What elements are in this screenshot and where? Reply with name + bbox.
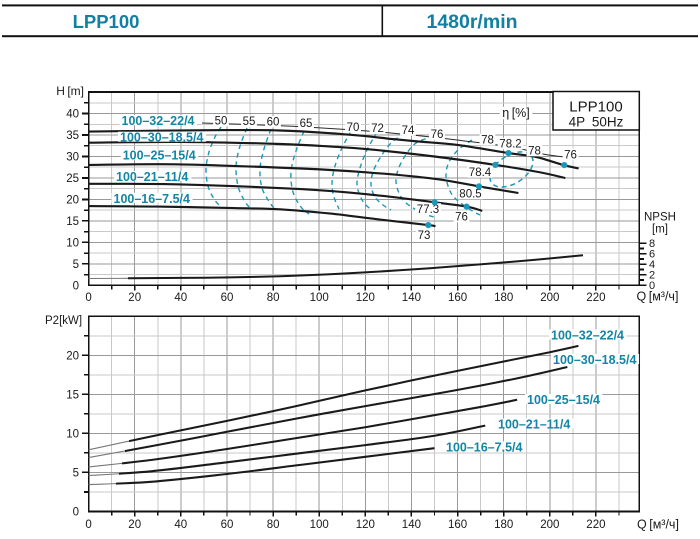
svg-text:70: 70 <box>347 122 360 134</box>
svg-text:0: 0 <box>73 507 79 519</box>
svg-text:0: 0 <box>85 292 91 304</box>
svg-text:1480r/min: 1480r/min <box>426 11 517 33</box>
svg-text:40: 40 <box>174 292 187 304</box>
svg-text:60: 60 <box>221 292 234 304</box>
svg-text:5: 5 <box>73 467 79 479</box>
svg-text:220: 220 <box>586 519 605 531</box>
svg-text:120: 120 <box>356 519 375 531</box>
svg-text:160: 160 <box>448 519 467 531</box>
svg-text:8: 8 <box>649 238 655 250</box>
svg-text:η [%]: η [%] <box>502 106 530 120</box>
svg-text:100–30–18.5/4: 100–30–18.5/4 <box>553 353 636 367</box>
svg-text:76: 76 <box>431 129 444 141</box>
svg-text:100–16–7.5/4: 100–16–7.5/4 <box>446 441 523 455</box>
svg-text:120: 120 <box>356 292 375 304</box>
svg-text:65: 65 <box>300 118 313 130</box>
svg-text:LPP100: LPP100 <box>73 11 140 32</box>
svg-text:H [m]: H [m] <box>56 84 84 98</box>
svg-text:140: 140 <box>402 292 421 304</box>
svg-text:2: 2 <box>649 270 655 282</box>
svg-text:100–32–22/4: 100–32–22/4 <box>122 114 195 128</box>
svg-text:100–30–18.5/4: 100–30–18.5/4 <box>120 131 203 145</box>
svg-text:4P 50Hz: 4P 50Hz <box>569 115 624 130</box>
svg-text:20: 20 <box>66 195 79 207</box>
svg-text:220: 220 <box>586 292 605 304</box>
svg-text:100: 100 <box>310 519 329 531</box>
svg-text:35: 35 <box>66 130 79 142</box>
svg-text:78: 78 <box>481 134 494 146</box>
svg-text:78.4: 78.4 <box>469 167 492 179</box>
svg-text:55: 55 <box>243 116 256 128</box>
svg-text:20: 20 <box>128 292 141 304</box>
svg-text:76: 76 <box>455 211 468 223</box>
svg-text:100–16–7.5/4: 100–16–7.5/4 <box>114 192 191 206</box>
svg-text:Q [м³/ч]: Q [м³/ч] <box>637 290 679 304</box>
svg-text:180: 180 <box>494 292 513 304</box>
svg-text:0: 0 <box>85 519 91 531</box>
svg-text:0: 0 <box>649 280 655 292</box>
svg-text:80.5: 80.5 <box>459 188 481 200</box>
svg-text:15: 15 <box>66 216 79 228</box>
svg-text:5: 5 <box>73 259 79 271</box>
svg-text:180: 180 <box>494 519 513 531</box>
svg-text:[m]: [m] <box>652 224 668 236</box>
svg-text:200: 200 <box>540 292 559 304</box>
svg-text:LPP100: LPP100 <box>569 99 622 116</box>
svg-text:60: 60 <box>221 519 234 531</box>
svg-text:100: 100 <box>310 292 329 304</box>
svg-text:10: 10 <box>66 428 79 440</box>
svg-text:100–21–11/4: 100–21–11/4 <box>498 418 570 432</box>
svg-text:76: 76 <box>564 149 577 161</box>
svg-text:30: 30 <box>66 152 79 164</box>
svg-text:40: 40 <box>174 519 187 531</box>
svg-text:72: 72 <box>371 123 384 135</box>
svg-text:P2[kW]: P2[kW] <box>45 315 82 327</box>
svg-text:74: 74 <box>402 125 415 137</box>
svg-text:77.3: 77.3 <box>417 204 439 216</box>
svg-text:40: 40 <box>66 109 79 121</box>
svg-text:100–25–15/4: 100–25–15/4 <box>123 149 196 163</box>
svg-text:20: 20 <box>128 519 141 531</box>
svg-text:50: 50 <box>215 115 228 127</box>
svg-text:6: 6 <box>649 249 655 261</box>
svg-text:25: 25 <box>66 173 79 185</box>
svg-text:78: 78 <box>528 145 541 157</box>
svg-text:78.2: 78.2 <box>499 138 521 150</box>
svg-text:Q [м³/ч]: Q [м³/ч] <box>637 518 679 532</box>
svg-text:10: 10 <box>66 237 79 249</box>
svg-text:0: 0 <box>73 280 79 292</box>
svg-text:NPSH: NPSH <box>644 212 676 224</box>
svg-text:200: 200 <box>540 519 559 531</box>
svg-text:80: 80 <box>267 519 280 531</box>
svg-text:4: 4 <box>649 259 655 271</box>
svg-text:73: 73 <box>418 230 431 242</box>
svg-text:100–32–22/4: 100–32–22/4 <box>551 329 624 343</box>
svg-text:60: 60 <box>267 117 280 129</box>
svg-text:140: 140 <box>402 519 421 531</box>
svg-text:100–21–11/4: 100–21–11/4 <box>116 170 188 184</box>
svg-text:20: 20 <box>66 350 79 362</box>
svg-text:160: 160 <box>448 292 467 304</box>
svg-text:100–25–15/4: 100–25–15/4 <box>527 393 600 407</box>
svg-text:15: 15 <box>66 389 79 401</box>
svg-text:80: 80 <box>267 292 280 304</box>
